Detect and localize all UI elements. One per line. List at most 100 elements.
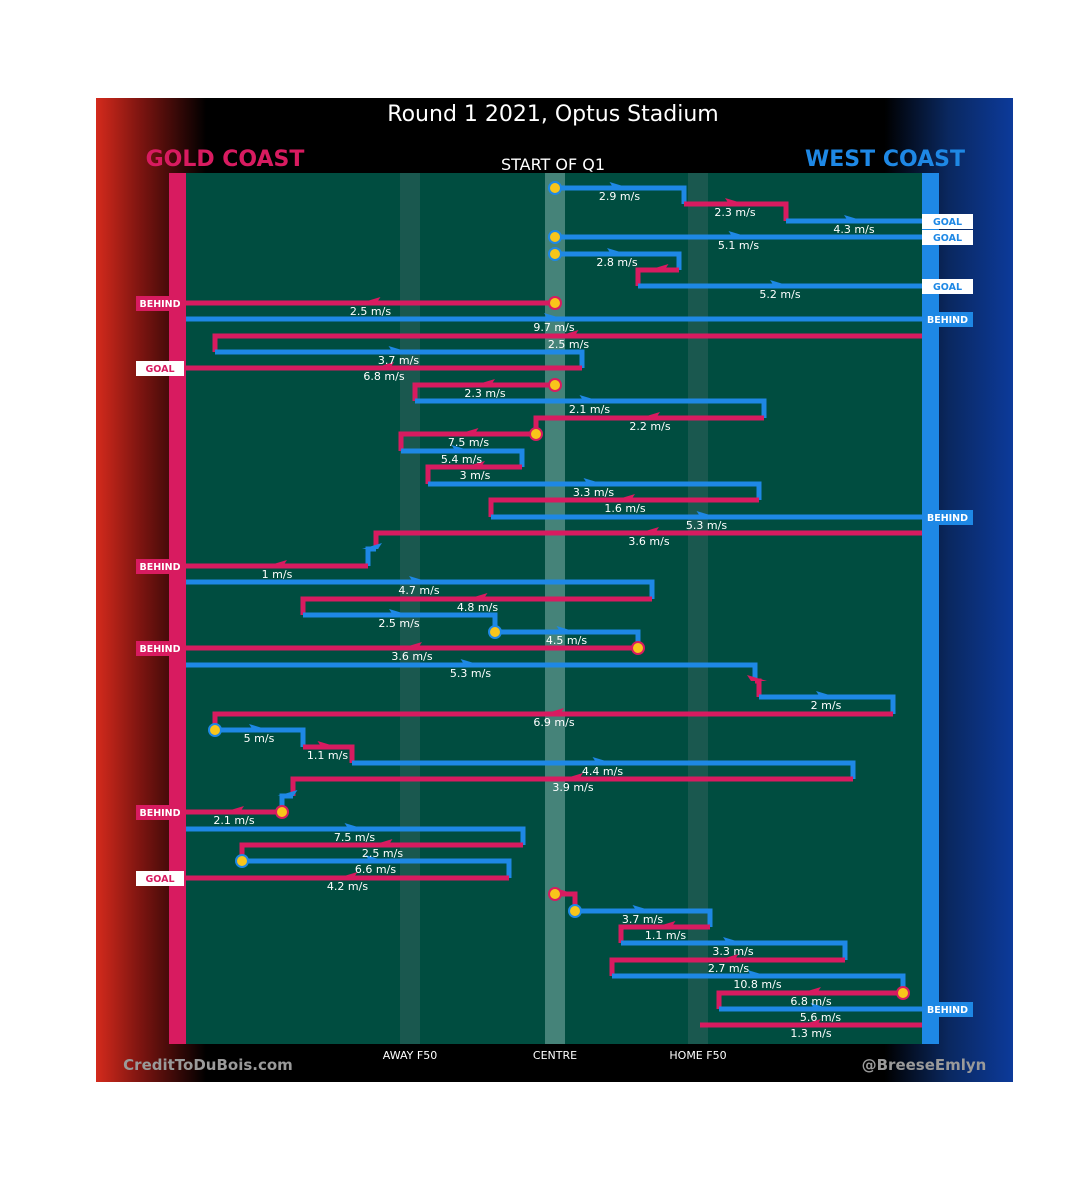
chain-arrow <box>801 1019 821 1025</box>
chain-speed-label: 3.3 m/s <box>573 486 614 499</box>
chain-line <box>412 382 555 401</box>
chain-speed-label: 2.9 m/s <box>599 190 640 203</box>
chain-speed-label: 3.6 m/s <box>628 535 669 548</box>
chain-speed-label: 7.5 m/s <box>334 831 375 844</box>
chain-speed-label: 2.2 m/s <box>629 420 670 433</box>
chain-line <box>555 185 687 204</box>
score-badge-label: BEHIND <box>927 1005 968 1016</box>
chain-arrow <box>317 741 338 747</box>
chain-arrow <box>696 511 717 517</box>
stoppage-marker <box>548 247 562 261</box>
chain-speed-label: 4.3 m/s <box>833 223 874 236</box>
score-badge <box>136 641 184 656</box>
chain-line <box>352 760 856 779</box>
chain-speed-label: 2.7 m/s <box>708 962 749 975</box>
stoppages <box>208 181 910 1000</box>
chain-line <box>300 596 652 615</box>
chain-speed-label: 2.5 m/s <box>362 847 403 860</box>
chain-line <box>684 201 789 221</box>
chain-line <box>215 727 306 747</box>
score-badge-label: GOAL <box>933 217 962 228</box>
chain-line <box>212 333 922 352</box>
chain-arrow <box>728 231 749 237</box>
chain-arrow <box>544 708 564 714</box>
chain-line <box>186 579 655 599</box>
chain-arrow <box>579 395 600 401</box>
chain-speed-label: 4.5 m/s <box>546 634 587 647</box>
chain-line <box>303 744 355 763</box>
chain-line <box>716 990 903 1009</box>
chain-arrow <box>409 576 429 582</box>
chain-speed-label: 7.5 m/s <box>448 436 489 449</box>
chain-speed-label: 3.7 m/s <box>378 354 419 367</box>
chain-speed-label: 6.8 m/s <box>363 370 404 383</box>
chain-arrow <box>816 691 836 697</box>
stoppage-marker <box>529 427 543 441</box>
chain-arrow <box>632 905 653 911</box>
chain-line <box>609 957 845 976</box>
score-badge <box>136 805 184 820</box>
chains <box>186 182 922 1028</box>
chain-arrow <box>388 346 409 352</box>
chain-arrow <box>344 823 365 829</box>
chain-speed-label: 5.3 m/s <box>450 667 491 680</box>
chain-speed-label: 5 m/s <box>244 732 275 745</box>
chain-speed-label: 1.3 m/s <box>790 1027 831 1040</box>
chain-speed-label: 5.1 m/s <box>718 239 759 252</box>
stoppage-marker <box>548 230 562 244</box>
score-badge-label: BEHIND <box>139 562 180 573</box>
chain-speed-label: 2.5 m/s <box>548 338 589 351</box>
score-badge <box>136 559 184 574</box>
chain-arrow <box>583 478 604 484</box>
chain-line <box>242 858 512 878</box>
chain-speed-label: 2.1 m/s <box>569 403 610 416</box>
score-badge-label: BEHIND <box>139 808 180 819</box>
chain-arrow <box>365 855 386 861</box>
chain-speed-label: 1.1 m/s <box>645 929 686 942</box>
chain-line <box>415 398 767 418</box>
chain-arrow <box>801 987 821 993</box>
chain-arrow <box>402 642 422 648</box>
chain-arrow <box>458 428 479 434</box>
chain-speed-label: 5.2 m/s <box>759 288 800 301</box>
chain-arrow <box>460 659 481 665</box>
chain-speed-label: 4.7 m/s <box>398 584 439 597</box>
chain-line <box>398 431 536 451</box>
chain-speed-label: 2.1 m/s <box>213 814 254 827</box>
stoppage-marker <box>896 986 910 1000</box>
chart-title: Round 1 2021, Optus Stadium <box>387 102 718 127</box>
chain-speed-label: 4.8 m/s <box>457 601 498 614</box>
stoppage-marker <box>488 625 502 639</box>
chain-arrow <box>224 806 244 812</box>
centre-line <box>545 173 565 1044</box>
stoppage-marker <box>568 904 582 918</box>
chain-arrow <box>640 412 660 418</box>
stoppage-marker <box>548 887 562 901</box>
west-coast-goal-line <box>922 173 939 1044</box>
score-badge-label: BEHIND <box>927 513 968 524</box>
chain-arrow <box>467 593 488 599</box>
score-badge <box>922 312 973 327</box>
chain-speed-label: 3.9 m/s <box>552 781 593 794</box>
chain-speed-label: 5.6 m/s <box>800 1011 841 1024</box>
chain-arrow <box>267 560 287 566</box>
chain-arrow <box>810 1003 831 1009</box>
chain-speed-label: 2.8 m/s <box>596 256 637 269</box>
chain-arrow <box>451 445 472 451</box>
score-badge <box>922 510 973 525</box>
stoppage-marker <box>548 181 562 195</box>
chain-arrow <box>277 790 298 796</box>
chain-speed-label: 10.8 m/s <box>733 978 781 991</box>
chain-speed-label: 3.6 m/s <box>391 650 432 663</box>
chain-line <box>186 826 526 845</box>
score-badge-label: GOAL <box>933 282 962 293</box>
credit-right: @BreeseEmlyn <box>862 1056 987 1074</box>
chain-arrow <box>475 379 495 385</box>
chain-line <box>401 448 525 467</box>
score-badge <box>922 230 973 245</box>
chain-speed-label: 5.4 m/s <box>441 453 482 466</box>
score-badge-label: GOAL <box>145 874 174 885</box>
chain-line <box>373 530 922 549</box>
team-left-label: GOLD COAST <box>146 147 305 172</box>
